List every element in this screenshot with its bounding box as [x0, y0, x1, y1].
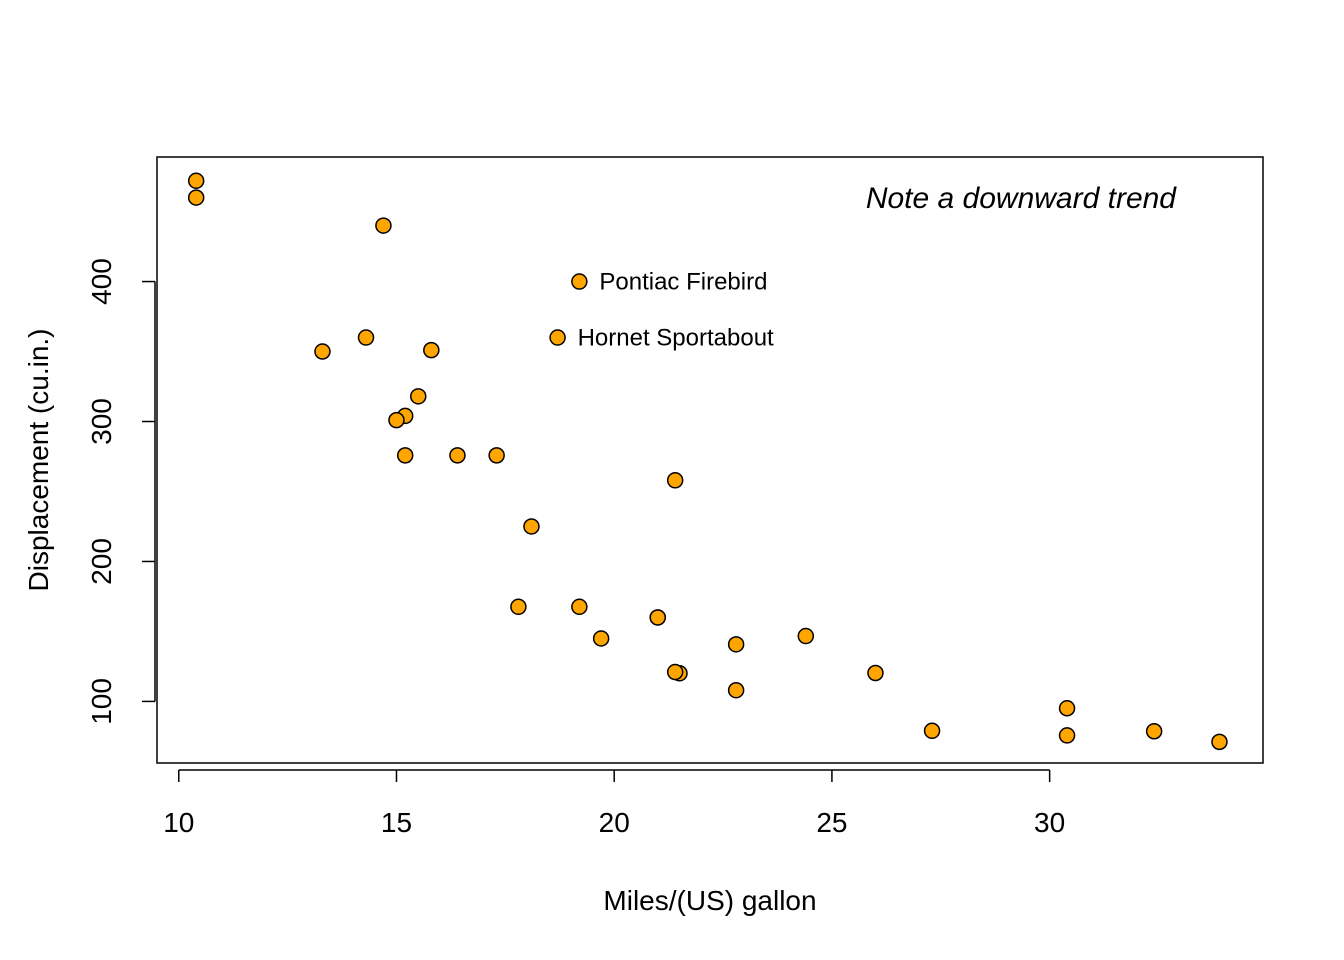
- x-tick-label: 30: [1034, 807, 1065, 838]
- data-point: [571, 273, 588, 290]
- data-points: [187, 172, 1228, 751]
- data-point: [923, 722, 941, 740]
- x-tick-label: 15: [381, 807, 412, 838]
- data-point: [1145, 722, 1163, 740]
- data-point: [1058, 700, 1076, 717]
- data-point: [187, 172, 205, 190]
- x-tick-label: 10: [163, 807, 194, 838]
- data-point: [571, 598, 588, 616]
- data-point: [549, 329, 566, 346]
- x-axis-title: Miles/(US) gallon: [603, 885, 816, 916]
- x-tick-label: 25: [816, 807, 847, 838]
- y-tick-label: 400: [86, 258, 117, 305]
- data-point: [187, 189, 205, 206]
- data-point: [867, 664, 884, 682]
- data-point: [510, 598, 527, 616]
- data-point: [375, 217, 392, 234]
- y-axis: 100 200 300 400: [86, 258, 156, 725]
- data-point: [666, 663, 684, 681]
- data-point: [727, 636, 745, 653]
- data-point: [388, 411, 405, 429]
- y-tick-label: 100: [86, 678, 117, 725]
- y-tick-label: 200: [86, 538, 117, 585]
- x-axis: 10 15 20 25 30: [163, 769, 1065, 838]
- data-point: [523, 518, 540, 535]
- x-tick-label: 20: [599, 807, 630, 838]
- point-label: Hornet Sportabout: [578, 325, 774, 352]
- y-axis-title: Displacement (cu.in.): [23, 329, 54, 592]
- data-point: [488, 447, 505, 464]
- data-point: [423, 341, 440, 359]
- data-point: [649, 609, 666, 626]
- data-point: [666, 472, 684, 489]
- data-point: [1211, 733, 1228, 751]
- data-point: [1058, 727, 1076, 744]
- data-point: [797, 627, 815, 645]
- data-point: [449, 447, 466, 464]
- data-point: [314, 343, 331, 360]
- data-point: [727, 681, 745, 699]
- point-label: Pontiac Firebird: [599, 269, 767, 296]
- plot-frame: [156, 156, 1264, 764]
- data-point: [592, 630, 610, 647]
- data-point: [396, 447, 414, 464]
- data-point: [410, 388, 427, 405]
- trend-note: Note a downward trend: [866, 182, 1177, 215]
- point-labels: Hornet Sportabout Pontiac Firebird: [578, 269, 774, 352]
- data-point: [357, 329, 375, 346]
- y-tick-label: 300: [86, 398, 117, 445]
